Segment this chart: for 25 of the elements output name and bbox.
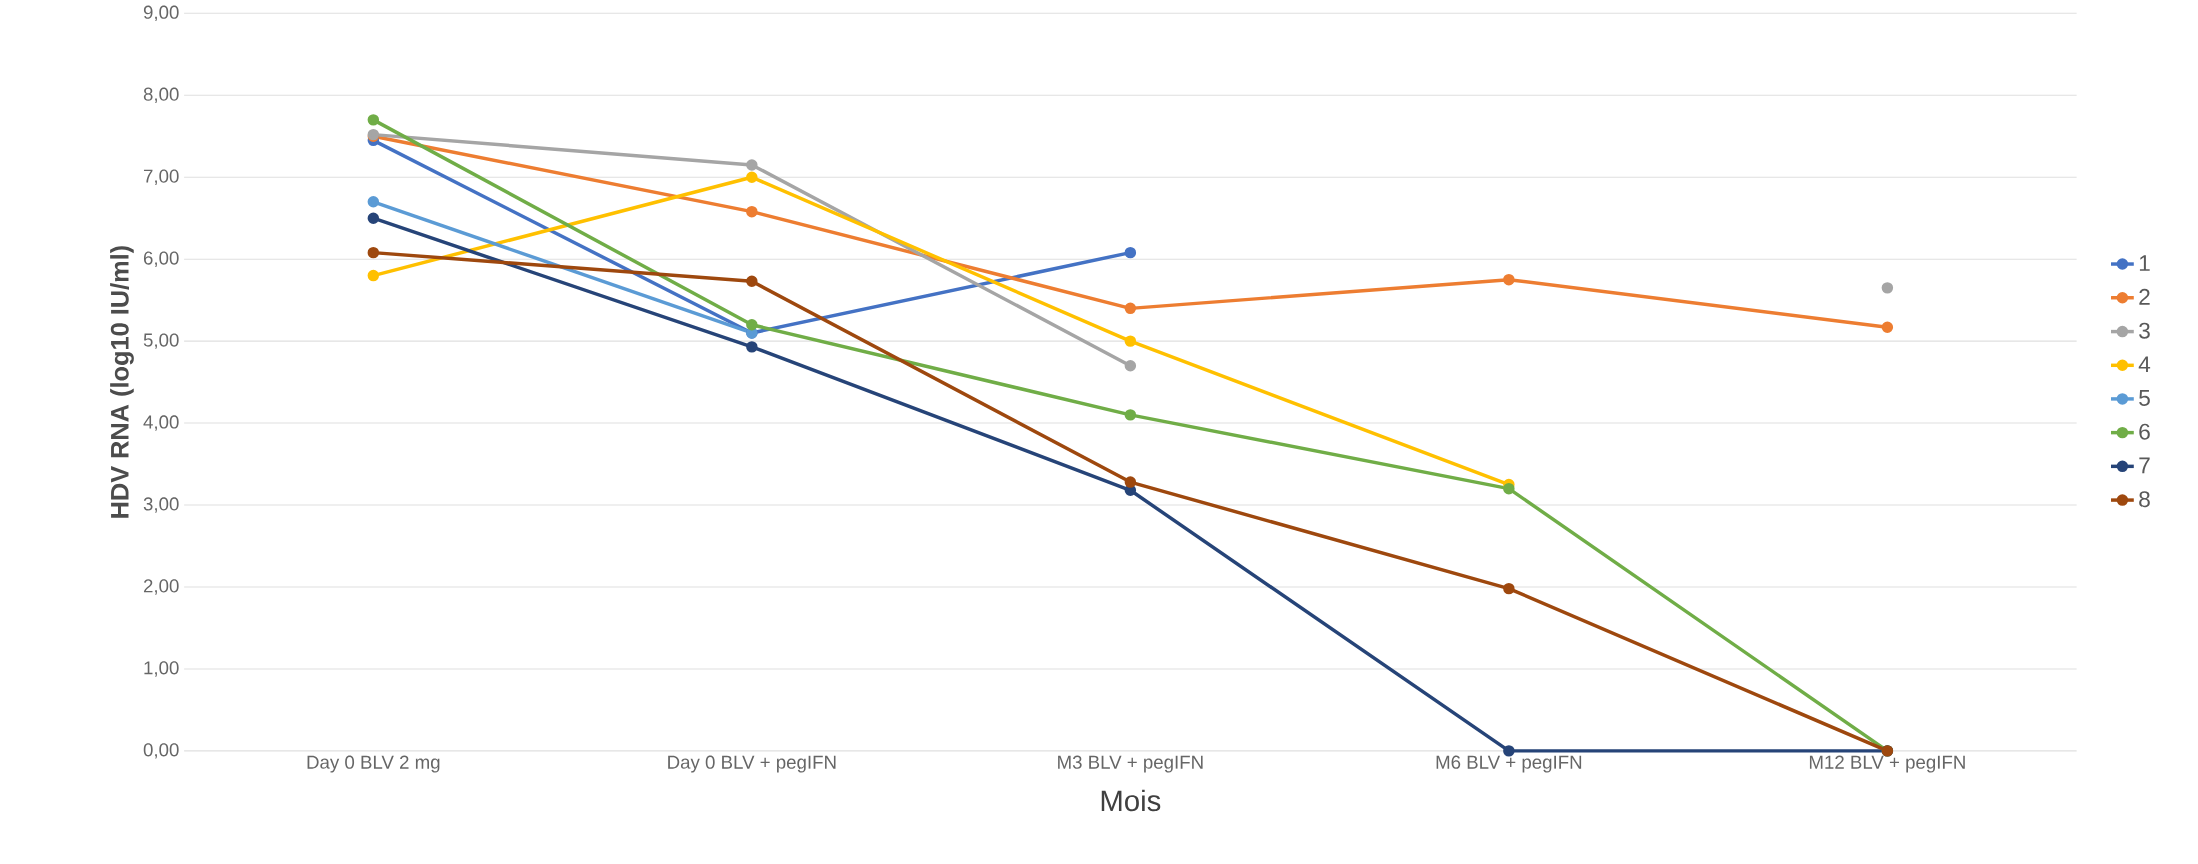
x-tick-label: Day 0 BLV + pegIFN bbox=[668, 755, 836, 773]
y-tick-label: 1,00 bbox=[144, 661, 179, 677]
y-tick-label: 3,00 bbox=[143, 497, 179, 513]
y-tick-label: 8,00 bbox=[143, 87, 179, 103]
legend-label: 7 bbox=[2139, 457, 2150, 474]
legend-label: 2 bbox=[2139, 288, 2150, 305]
x-axis-title: Mois bbox=[1101, 789, 1161, 812]
x-tick-label: M12 BLV + pegIFN bbox=[1809, 755, 1965, 773]
legend-label: 8 bbox=[2139, 491, 2150, 508]
x-tick-label: M3 BLV + pegIFN bbox=[1058, 755, 1203, 773]
y-tick-label: 6,00 bbox=[143, 251, 179, 267]
y-tick-label: 9,00 bbox=[143, 5, 179, 21]
y-axis-title: HDV RNA (log10 IU/ml) bbox=[110, 246, 134, 518]
legend-label: 3 bbox=[2139, 322, 2150, 339]
y-tick-label: 2,00 bbox=[143, 579, 179, 595]
y-tick-label: 7,00 bbox=[143, 169, 179, 185]
legend-label: 1 bbox=[2139, 255, 2150, 271]
x-tick-label: Day 0 BLV 2 mg bbox=[307, 755, 440, 773]
legend-label: 5 bbox=[2139, 389, 2150, 406]
y-tick-label: 4,00 bbox=[143, 415, 179, 431]
y-tick-label: 0,00 bbox=[143, 743, 179, 759]
x-tick-label: M6 BLV + pegIFN bbox=[1436, 755, 1582, 773]
y-tick-label: 5,00 bbox=[143, 333, 179, 349]
legend-label: 6 bbox=[2139, 423, 2150, 440]
legend-label: 4 bbox=[2138, 356, 2151, 372]
